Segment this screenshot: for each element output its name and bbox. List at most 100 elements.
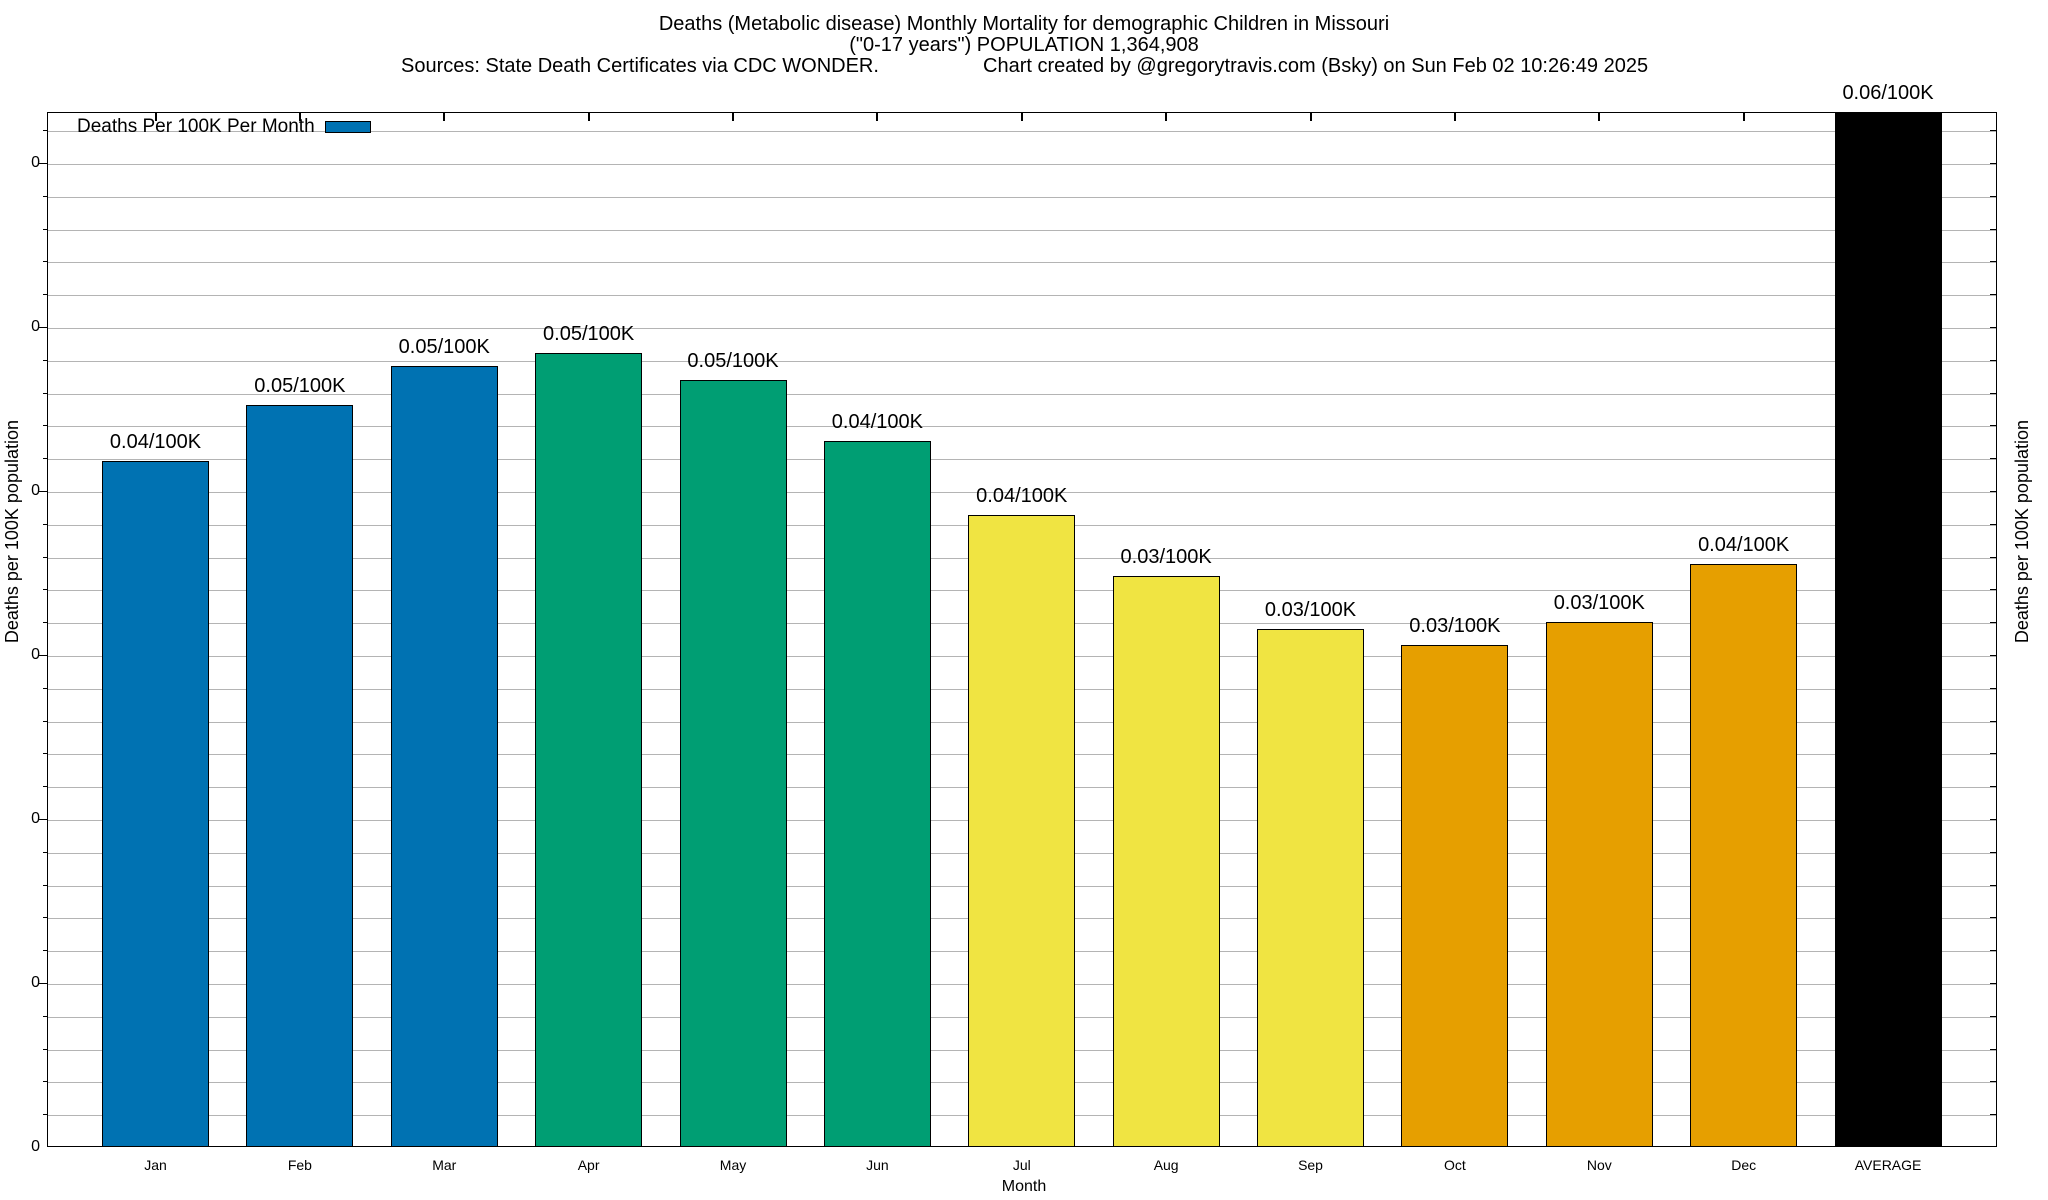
bar-apr — [535, 353, 643, 1147]
bar-value-label: 0.04/100K — [109, 431, 202, 453]
y-minor-tick — [43, 359, 47, 362]
x-top-tick — [154, 113, 157, 121]
x-tick-label-oct: Oct — [1444, 1157, 1466, 1173]
y-minor-tick-right — [1990, 163, 1996, 164]
gridline — [48, 196, 1996, 198]
chart-source-note: Sources: State Death Certificates via CD… — [401, 55, 879, 77]
y-minor-tick-right — [1990, 130, 1996, 132]
y-minor-tick — [43, 884, 47, 887]
bar-nov — [1545, 622, 1653, 1147]
bar-jan — [102, 461, 209, 1147]
gridline — [48, 164, 1996, 165]
gridline — [48, 360, 1996, 362]
y-minor-tick-right — [1990, 720, 1996, 722]
bar-dec — [1690, 564, 1798, 1147]
y-tick-label: 0 — [31, 1138, 40, 1155]
y-major-tick — [38, 327, 47, 329]
y-major-tick — [38, 163, 47, 165]
y-minor-tick-right — [1990, 589, 1996, 591]
y-minor-tick-right — [1990, 228, 1996, 230]
x-axis-title: Month — [1001, 1178, 1047, 1195]
y-tick-label: 0 — [31, 646, 40, 663]
gridline — [48, 229, 1996, 231]
y-minor-tick-right — [1990, 195, 1996, 197]
y-minor-tick-right — [1990, 458, 1996, 460]
bar-feb — [246, 405, 354, 1147]
x-tick-label-jun: Jun — [866, 1157, 889, 1173]
y-minor-tick-right — [1990, 392, 1996, 394]
y-minor-tick-right — [1990, 294, 1996, 296]
y-minor-tick — [43, 1081, 47, 1083]
x-top-tick — [443, 113, 446, 121]
x-top-tick — [1887, 113, 1890, 121]
bar-value-label: 0.06/100K — [1842, 82, 1934, 104]
y-minor-tick — [43, 720, 47, 723]
y-minor-tick-right — [1990, 687, 1996, 689]
y-minor-tick-right — [1990, 359, 1996, 361]
y-tick-label: 0 — [31, 154, 40, 171]
x-top-tick — [298, 113, 301, 121]
x-top-tick — [1309, 113, 1312, 121]
bar-jul — [968, 515, 1076, 1147]
bar-value-label: 0.03/100K — [1553, 592, 1645, 614]
bar-value-label: 0.04/100K — [1698, 534, 1790, 556]
bar-value-label: 0.04/100K — [976, 485, 1068, 507]
bar-value-label: 0.05/100K — [398, 336, 490, 358]
x-tick-label-nov: Nov — [1586, 1157, 1612, 1173]
y-minor-tick-right — [1990, 655, 1996, 656]
y-major-tick — [38, 655, 47, 657]
y-minor-tick-right — [1990, 786, 1996, 788]
y-minor-tick — [43, 1015, 47, 1018]
y-minor-tick — [43, 425, 47, 427]
y-minor-tick-right — [1990, 983, 1996, 984]
legend: Deaths Per 100K Per Month — [77, 116, 371, 138]
y-tick-label: 0 — [31, 318, 40, 335]
x-tick-label-apr: Apr — [577, 1157, 600, 1173]
y-minor-tick — [43, 228, 47, 231]
x-tick-label-dec: Dec — [1731, 1157, 1757, 1173]
chart-title-line1: Deaths (Metabolic disease) Monthly Morta… — [658, 13, 1390, 35]
x-top-tick — [1453, 113, 1456, 121]
y-minor-tick-right — [1990, 523, 1996, 525]
bar-oct — [1401, 645, 1509, 1147]
y-minor-tick-right — [1990, 327, 1996, 328]
bar-value-label: 0.03/100K — [1120, 546, 1212, 568]
y-minor-tick — [43, 851, 47, 854]
y-minor-tick-right — [1990, 1048, 1996, 1050]
x-top-tick — [587, 113, 590, 121]
bar-aug — [1112, 576, 1220, 1147]
y-minor-tick — [43, 1114, 47, 1116]
y-axis-right-title: Deaths per 100K population — [2012, 420, 2032, 644]
bar-mar — [390, 366, 498, 1147]
y-minor-tick — [43, 786, 47, 788]
x-top-tick — [732, 113, 735, 121]
y-minor-tick — [43, 556, 47, 559]
bar-may — [679, 380, 787, 1147]
gridline — [48, 262, 1996, 264]
y-minor-tick — [43, 261, 47, 263]
y-axis-left-title: Deaths per 100K population — [2, 420, 22, 644]
y-minor-tick-right — [1990, 753, 1996, 755]
x-tick-label-sep: Sep — [1298, 1157, 1323, 1173]
y-minor-tick-right — [1990, 1015, 1996, 1017]
y-minor-tick — [43, 458, 47, 460]
y-minor-tick-right — [1990, 1114, 1996, 1116]
x-tick-label-may: May — [719, 1157, 747, 1173]
y-minor-tick-right — [1990, 556, 1996, 558]
x-top-tick — [876, 113, 879, 121]
y-minor-tick — [43, 130, 47, 132]
y-minor-tick — [43, 523, 47, 526]
legend-swatch-icon — [324, 121, 371, 133]
x-top-tick — [1598, 113, 1601, 121]
y-minor-tick-right — [1990, 917, 1996, 919]
y-minor-tick-right — [1990, 425, 1996, 427]
y-major-tick — [38, 819, 47, 821]
y-tick-label: 0 — [31, 974, 40, 991]
gridline — [48, 328, 1996, 329]
y-minor-tick — [43, 392, 47, 395]
y-minor-tick-right — [1990, 491, 1996, 492]
y-minor-tick — [43, 589, 47, 591]
x-top-tick — [1020, 113, 1023, 121]
x-tick-label-average: AVERAGE — [1854, 1157, 1922, 1173]
